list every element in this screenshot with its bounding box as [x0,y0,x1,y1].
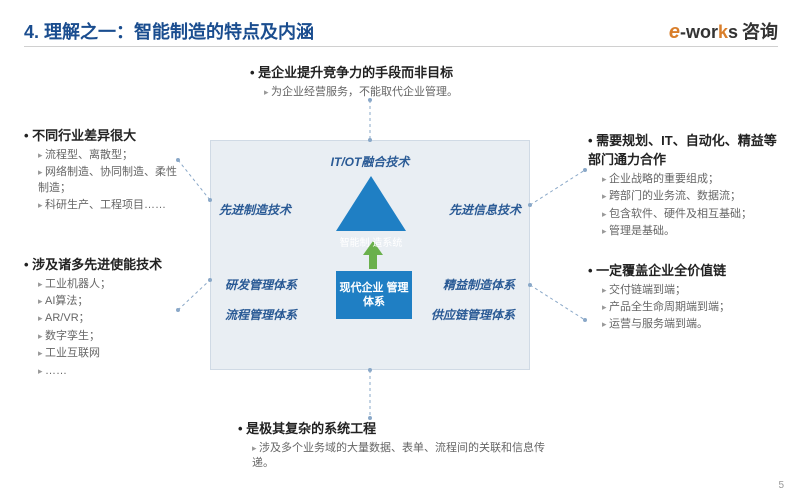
bottom-section: 是极其复杂的系统工程 涉及多个业务域的大量数据、表单、流程间的关联和信息传递。 [238,418,558,474]
diag-q3: 流程管理体系 [225,306,297,323]
left-block-2: 涉及诸多先进使能技术 工业机器人； AI算法； AR/VR； 数字孪生； 工业互… [24,254,179,379]
list-item: 网络制造、协同制造、柔性制造； [38,165,179,196]
list-item: 数字孪生； [38,329,179,344]
bottom-head: 是极其复杂的系统工程 [238,418,558,437]
list-item: 工业互联网 [38,346,179,361]
triangle-text: 智能制 造系统 [336,238,406,249]
center-rect: 现代企业 管理体系 [336,271,412,319]
list-item: 跨部门的业务流、数据流； [602,189,778,204]
list-item: 企业战略的重要组成； [602,172,778,187]
left2-head: 涉及诸多先进使能技术 [24,254,179,273]
page-number: 5 [778,480,784,491]
triangle-wrap: 智能制 造系统 [336,176,406,231]
list-item: 交付链端到端； [602,283,778,298]
top-head: 是企业提升竞争力的手段而非目标 [250,62,550,81]
left1-head: 不同行业差异很大 [24,125,179,144]
diag-left-label: 先进制造技术 [219,201,294,218]
list-item: 流程型、离散型； [38,148,179,163]
diag-q2: 精益制造体系 [443,276,515,293]
center-diagram: IT/OT融合技术 先进制造技术 先进信息技术 智能制 造系统 现代企业 管理体… [210,140,530,370]
list-item: 科研生产、工程项目…… [38,198,179,213]
left-column: 不同行业差异很大 流程型、离散型； 网络制造、协同制造、柔性制造； 科研生产、工… [24,125,179,381]
diag-top-label: IT/OT融合技术 [211,153,529,170]
list-item: …… [38,364,179,379]
page-title: 4. 理解之一：智能制造的特点及内涵 [24,18,314,44]
top-sub: 为企业经营服务，不能取代企业管理。 [264,85,550,100]
list-item: AR/VR； [38,311,179,326]
list-item: 运营与服务端到端。 [602,317,778,332]
list-item: 包含软件、硬件及相互基础； [602,207,778,222]
top-section: 是企业提升竞争力的手段而非目标 为企业经营服务，不能取代企业管理。 [250,62,550,102]
bottom-sub: 涉及多个业务域的大量数据、表单、流程间的关联和信息传递。 [252,441,558,472]
list-item: AI算法； [38,294,179,309]
header: 4. 理解之一：智能制造的特点及内涵 e-works咨询 [24,18,778,44]
triangle-icon [336,176,406,231]
diag-right-label: 先进信息技术 [446,201,521,218]
right2-head: 一定覆盖企业全价值链 [588,260,778,279]
diag-q4: 供应链管理体系 [431,306,515,323]
right1-head: 需要规划、IT、自动化、精益等部门通力合作 [588,130,778,168]
list-item: 产品全生命周期端到端； [602,300,778,315]
list-item: 工业机器人； [38,277,179,292]
left-block-1: 不同行业差异很大 流程型、离散型； 网络制造、协同制造、柔性制造； 科研生产、工… [24,125,179,214]
right-column: 需要规划、IT、自动化、精益等部门通力合作 企业战略的重要组成； 跨部门的业务流… [588,130,778,335]
right-block-2: 一定覆盖企业全价值链 交付链端到端； 产品全生命周期端到端； 运营与服务端到端。 [588,260,778,333]
logo: e-works咨询 [669,18,778,44]
divider [24,46,778,47]
diag-q1: 研发管理体系 [225,276,297,293]
right-block-1: 需要规划、IT、自动化、精益等部门通力合作 企业战略的重要组成； 跨部门的业务流… [588,130,778,240]
list-item: 管理是基础。 [602,224,778,239]
